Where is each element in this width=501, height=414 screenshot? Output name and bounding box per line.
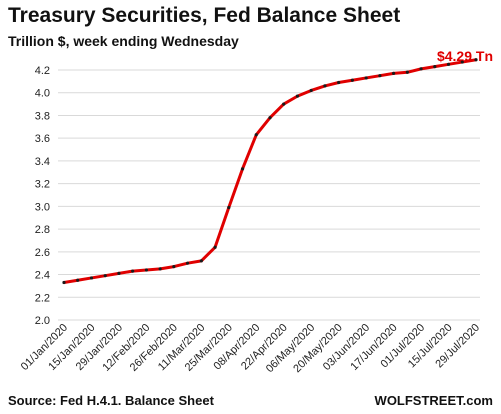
data-point [282, 102, 286, 106]
data-point [89, 276, 94, 280]
data-point [392, 71, 396, 76]
y-tick-label: 3.6 [35, 133, 50, 145]
data-point [337, 80, 341, 85]
y-tick-label: 3.2 [35, 179, 50, 191]
data-point [350, 78, 354, 82]
data-point [405, 70, 409, 74]
data-point [364, 76, 368, 80]
y-tick-label: 2.6 [35, 247, 50, 259]
data-point [446, 62, 451, 66]
data-point [62, 280, 66, 285]
data-point [240, 167, 245, 171]
y-tick-label: 2.0 [35, 315, 50, 327]
chart-title: Treasury Securities, Fed Balance Sheet [8, 4, 401, 27]
data-point [433, 64, 437, 69]
source-note: Source: Fed H.4.1. Balance Sheet [8, 393, 214, 408]
data-point [474, 58, 478, 62]
data-point [460, 60, 464, 64]
data-point [227, 205, 231, 210]
data-point [309, 88, 313, 93]
data-point [144, 268, 148, 272]
brand-label: WOLFSTREET.com [374, 393, 493, 408]
y-tick-label: 2.4 [35, 270, 50, 282]
chart-subtitle: Trillion $, week ending Wednesday [8, 33, 239, 49]
y-tick-label: 4.2 [35, 65, 50, 77]
data-point [378, 74, 382, 78]
data-point [131, 269, 135, 273]
data-point [76, 278, 80, 282]
y-tick-label: 3.8 [35, 110, 50, 122]
data-point [186, 261, 190, 265]
y-tick-label: 4.0 [35, 88, 50, 100]
y-tick-label: 2.8 [35, 224, 50, 236]
series-layer [62, 58, 478, 285]
y-tick-label: 3.0 [35, 201, 50, 213]
y-tick-label: 2.2 [35, 292, 50, 304]
y-tick-label: 3.4 [35, 156, 50, 168]
x-axis-ticks: 01/Jan/202015/Jan/202029/Jan/202012/Feb/… [19, 322, 482, 375]
data-point [213, 245, 217, 249]
data-point [158, 267, 162, 271]
data-point [419, 67, 423, 71]
data-point [103, 274, 107, 278]
data-point [172, 264, 176, 269]
end-value-label: $4.29 Tn [436, 48, 493, 64]
y-axis-ticks: 2.0 2.2 2.4 2.6 2.8 3.0 3.2 3.4 3.6 3.8 4.0 4.2 [35, 65, 50, 327]
data-point [323, 84, 327, 88]
gridlines [58, 69, 480, 321]
data-point [295, 94, 300, 98]
data-point [117, 271, 121, 276]
data-point [268, 116, 272, 120]
data-point [199, 259, 203, 263]
data-point [254, 133, 258, 137]
